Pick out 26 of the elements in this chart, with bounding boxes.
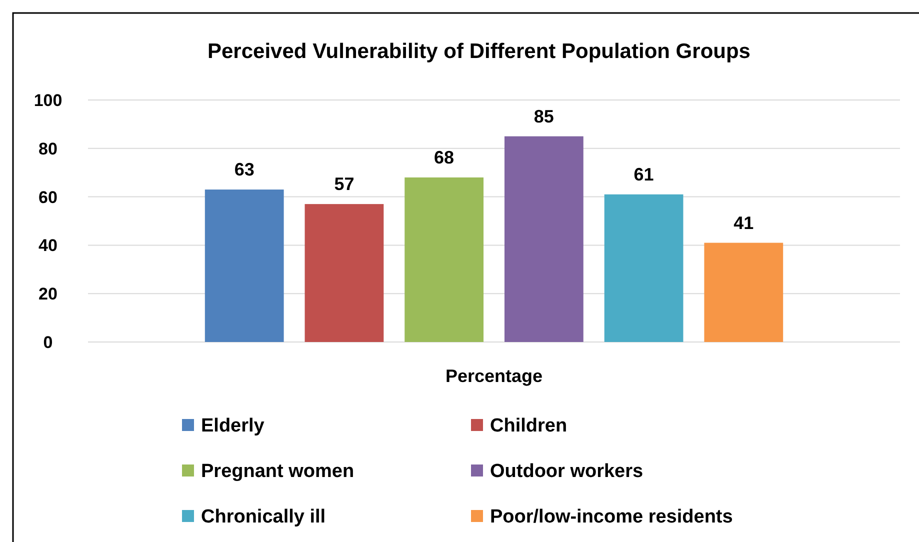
bar [704,242,784,342]
y-tick-label: 100 [34,90,62,110]
legend-label: Chronically ill [201,506,326,528]
y-tick-label: 20 [38,284,58,304]
y-tick-label: 60 [38,188,58,207]
legend-label: Outdoor workers [490,461,644,482]
data-label: 57 [334,174,354,194]
bar [604,194,684,342]
data-label: 85 [534,106,554,126]
data-label: 41 [734,212,754,233]
y-tick-label: 0 [43,332,53,352]
data-label: 68 [434,147,454,168]
legend-label: Poor/low-income residents [490,506,733,528]
y-tick-label: 80 [38,139,58,158]
bar [304,204,384,342]
y-tick-label: 40 [38,236,58,256]
chart-title: Perceived Vulnerability of Different Population Groups [208,40,750,63]
x-tick-label: Percentage [445,366,543,386]
legend-label: Children [490,416,568,437]
data-label: 63 [234,160,254,180]
legend-label: Pregnant women [201,461,354,482]
bar [404,177,484,342]
legend-label: Elderly [201,416,265,437]
bar [504,136,584,342]
bar [204,190,284,342]
data-label: 61 [634,164,654,184]
